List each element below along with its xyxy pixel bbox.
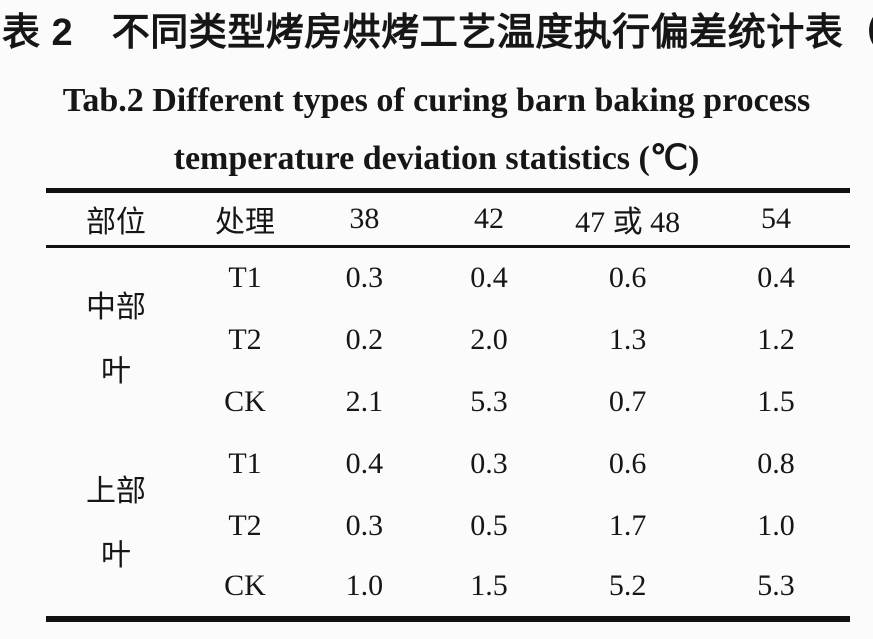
value-cell: 5.2 — [608, 569, 647, 602]
header-temp-47-48: 47 或 48 — [575, 206, 681, 239]
treatment-cell: CK — [224, 384, 266, 418]
header-row: 部位 处理 38 42 47 或 48 54 — [46, 191, 850, 247]
part-label-middle-leaf: 中部 叶 — [46, 247, 186, 433]
value-cell: 2.1 — [345, 384, 384, 418]
table-row: CK 1.0 1.5 5.2 5.3 — [46, 557, 850, 619]
treatment-cell: CK — [224, 569, 266, 602]
header-temp-38: 38 — [349, 202, 380, 235]
part-label-upper-leaf: 上部 叶 — [46, 433, 186, 619]
value-cell: 1.3 — [608, 322, 647, 356]
value-cell: 0.6 — [608, 446, 647, 480]
value-cell: 0.3 — [470, 446, 508, 480]
value-cell: 1.2 — [757, 322, 795, 356]
header-treatment: 处理 — [214, 206, 275, 239]
table-row: T2 0.2 2.0 1.3 1.2 — [46, 309, 850, 371]
value-cell: 0.8 — [757, 446, 795, 480]
value-cell: 0.4 — [757, 261, 795, 295]
header-temp-54: 54 — [761, 202, 792, 235]
value-cell: 1.0 — [757, 508, 795, 542]
temperature-deviation-table: 部位 处理 38 42 47 或 48 54 中部 叶 T1 0.3 0.4 0… — [46, 188, 850, 622]
table-row: 上部 叶 T1 0.4 0.3 0.6 0.8 — [46, 433, 850, 573]
table-caption-en: Tab.2 Different types of curing barn bak… — [0, 72, 873, 188]
part-label-line2: 叶 — [100, 539, 131, 572]
value-cell: 2.0 — [470, 322, 508, 356]
value-cell: 5.3 — [470, 384, 508, 418]
value-cell: 1.5 — [470, 569, 508, 602]
header-part: 部位 — [85, 206, 146, 239]
table-caption-en-line1: Tab.2 Different types of curing barn bak… — [62, 82, 811, 119]
value-cell: 0.4 — [345, 446, 384, 480]
table-row: 中部 叶 T1 0.3 0.4 0.6 0.4 — [46, 247, 850, 388]
table-caption-zh: 表 2 不同类型烤房烘烤工艺温度执行偏差统计表（℃） — [2, 12, 873, 54]
value-cell: 0.6 — [608, 261, 647, 295]
value-cell: 0.2 — [345, 322, 384, 356]
value-cell: 1.0 — [345, 569, 384, 602]
treatment-cell: T1 — [228, 261, 262, 295]
table-row: T2 0.3 0.5 1.7 1.0 — [46, 495, 850, 557]
part-label-line1: 中部 — [85, 291, 146, 325]
part-label-line1: 上部 — [85, 475, 146, 508]
value-cell: 0.3 — [345, 261, 384, 295]
part-label-line2: 叶 — [100, 355, 131, 389]
value-cell: 0.4 — [470, 261, 508, 295]
value-cell: 1.7 — [608, 508, 647, 542]
value-cell: 0.5 — [470, 508, 508, 542]
treatment-cell: T1 — [228, 446, 262, 480]
table-row: CK 2.1 5.3 0.7 1.5 — [46, 371, 850, 433]
treatment-cell: T2 — [228, 508, 262, 542]
value-cell: 0.7 — [608, 384, 647, 418]
treatment-cell: T2 — [228, 322, 262, 356]
value-cell: 1.5 — [757, 384, 795, 418]
value-cell: 0.3 — [345, 508, 384, 542]
header-temp-42: 42 — [473, 202, 504, 235]
value-cell: 5.3 — [757, 569, 795, 602]
table-caption-en-line2: temperature deviation statistics (℃) — [173, 140, 700, 177]
